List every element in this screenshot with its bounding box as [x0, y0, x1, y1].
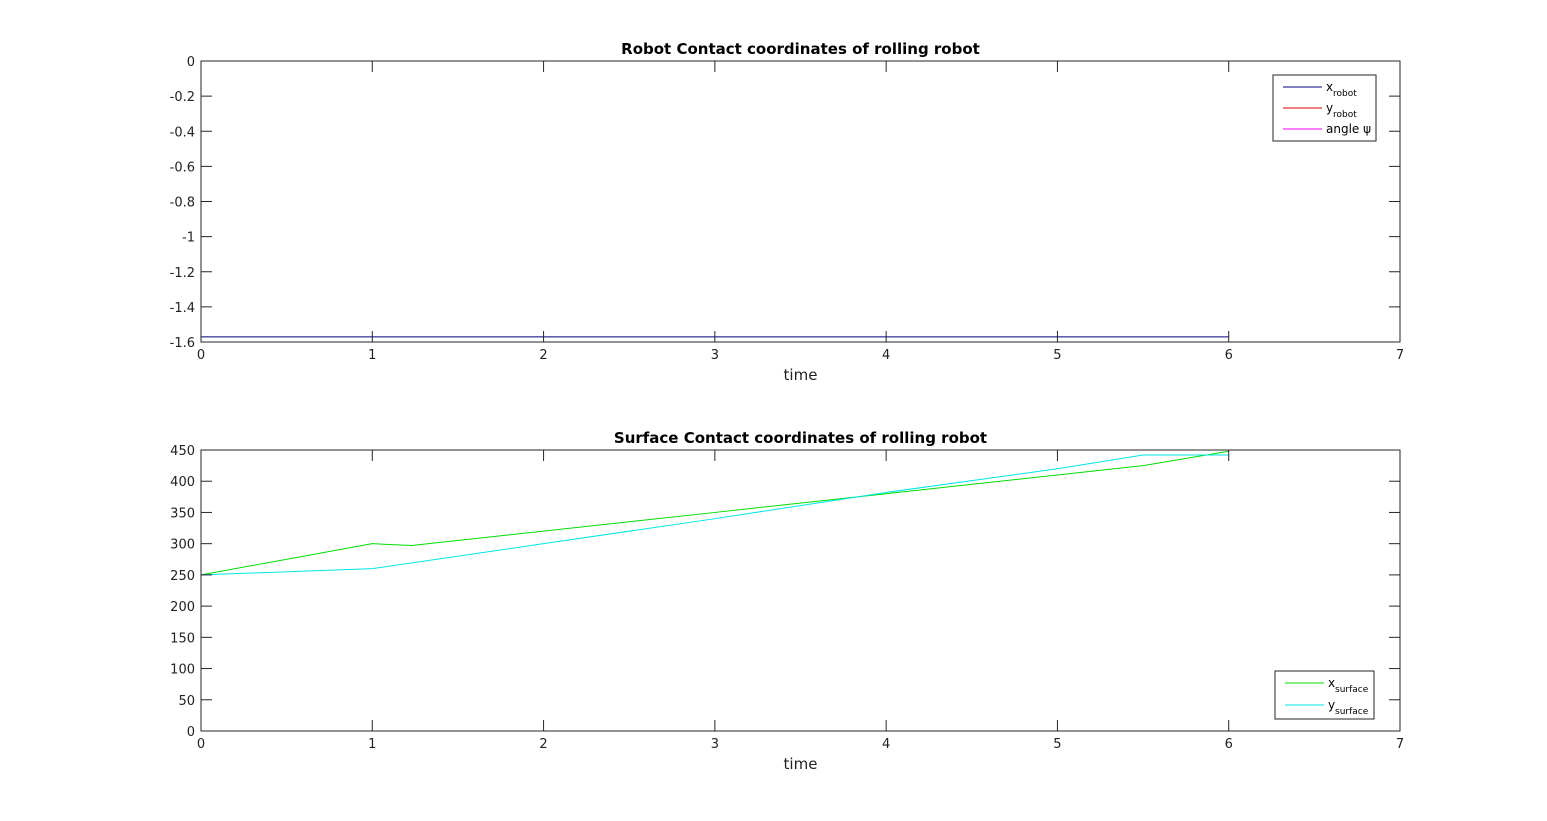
surface-y-tick-label: 300: [170, 538, 195, 553]
surface-y-tick-label: 450: [170, 444, 195, 459]
surface-y-tick-label: 150: [170, 631, 195, 646]
surface-y-tick-label: 100: [170, 663, 195, 678]
robot-x-tick-label: 7: [1396, 348, 1404, 363]
surface-legend-sublabel-0: surface: [1335, 685, 1369, 695]
robot-legend-sublabel-0: robot: [1333, 89, 1357, 99]
surface-contact-axes: 0 1 2 3 4 5 6 7 450 400 350 300 250 200 150 100 50 0 Surfa…: [170, 429, 1404, 773]
surface-plot-area: [201, 450, 1400, 731]
robot-x-tick-label: 1: [368, 348, 376, 363]
robot-chart-title: Robot Contact coordinates of rolling rob…: [621, 40, 980, 58]
robot-x-tick-label: 6: [1225, 348, 1233, 363]
surface-series-line-1: [200, 454, 1229, 576]
surface-legend-sublabel-1: surface: [1335, 707, 1369, 717]
surface-y-tick-label: 0: [187, 725, 195, 740]
surface-y-tick-label: 200: [170, 600, 195, 615]
robot-x-tick-label: 4: [882, 348, 890, 363]
surface-x-tick-label: 3: [711, 737, 719, 752]
surface-axes-box: [200, 449, 1401, 732]
robot-legend-label-0: x: [1326, 80, 1333, 94]
robot-x-tick-label: 0: [197, 348, 205, 363]
robot-legend-label-2: angle ψ: [1326, 122, 1371, 136]
surface-chart-title: Surface Contact coordinates of rolling r…: [614, 429, 987, 447]
robot-y-tick-label: -0.4: [170, 125, 195, 140]
robot-legend-sublabel-1: robot: [1333, 110, 1357, 120]
robot-legend-label-1: y: [1326, 101, 1333, 115]
surface-y-tick-label: 350: [170, 506, 195, 521]
robot-y-tick-label: -0.8: [170, 196, 195, 211]
robot-contact-axes: 0 1 2 3 4 5 6 7 0 -0.2 -0.4 -0.6 -0.8 -1 -1.2 -1.4 -1.6 R…: [170, 40, 1405, 384]
robot-y-tick-label: -1.4: [170, 301, 195, 316]
robot-x-tick-label: 2: [539, 348, 547, 363]
robot-y-tick-label: -0.6: [170, 160, 195, 175]
surface-legend-label-1: y: [1328, 698, 1335, 712]
robot-y-tick-label: 0: [187, 55, 195, 70]
robot-x-axis-label: time: [784, 366, 818, 384]
surface-series-line-0: [200, 450, 1229, 576]
surface-legend-label-0: x: [1328, 676, 1335, 690]
surface-x-axis-label: time: [784, 755, 818, 773]
surface-x-tick-label: 0: [197, 737, 205, 752]
robot-x-tick-label: 3: [711, 348, 719, 363]
robot-y-tick-label: -1.2: [170, 266, 195, 281]
surface-y-tick-label: 250: [170, 569, 195, 584]
robot-plot-area: [201, 61, 1400, 342]
surface-x-tick-label: 5: [1053, 737, 1061, 752]
surface-x-tick-label: 4: [882, 737, 890, 752]
surface-x-tick-label: 1: [368, 737, 376, 752]
surface-x-tick-label: 7: [1396, 737, 1404, 752]
surface-legend-box: [1274, 670, 1375, 720]
surface-x-tick-label: 2: [539, 737, 547, 752]
surface-y-tick-label: 50: [178, 694, 195, 709]
surface-y-tick-label: 400: [170, 475, 195, 490]
robot-x-tick-label: 5: [1053, 348, 1061, 363]
surface-x-tick-label: 6: [1225, 737, 1233, 752]
robot-y-tick-label: -0.2: [170, 90, 195, 105]
robot-y-tick-label: -1: [182, 231, 195, 246]
robot-y-tick-label: -1.6: [170, 336, 195, 351]
